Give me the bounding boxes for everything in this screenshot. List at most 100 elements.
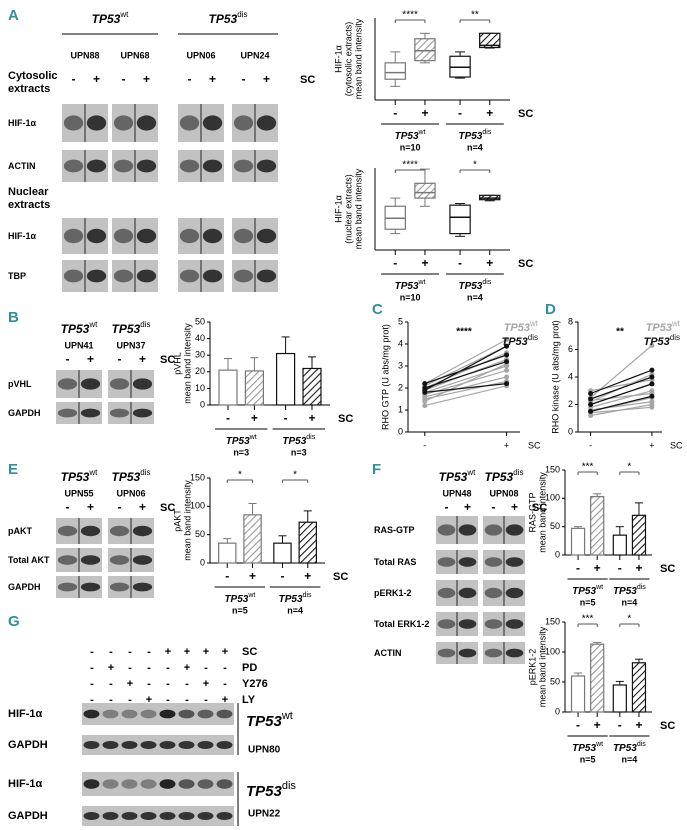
condition-sign: -: [147, 662, 151, 674]
pair-line: [590, 369, 653, 395]
gene-name: TP53: [458, 281, 482, 292]
x-tick-label: -: [458, 256, 462, 270]
blot-band: [202, 159, 223, 173]
blot-band: [233, 228, 254, 244]
blot-band: [484, 587, 503, 599]
data-point: [649, 342, 655, 348]
gene-status: wt: [595, 741, 603, 748]
gene-name: TP53: [643, 336, 669, 348]
blot-band: [102, 709, 119, 719]
genotype-label: TP53wt: [504, 319, 539, 334]
row-label: Total AKT: [8, 555, 50, 565]
lane-label: -: [118, 352, 122, 366]
pair-line: [424, 380, 507, 400]
gene-name: TP53: [282, 436, 306, 447]
treatment-label: SC: [528, 440, 541, 450]
blot-band: [197, 741, 214, 749]
blot-band: [437, 648, 456, 658]
blot-band: [121, 709, 138, 719]
x-tick-label: -: [225, 569, 229, 583]
blot-band: [121, 741, 138, 749]
blot-band: [140, 812, 157, 820]
y-axis-label: (cytosolic extracts): [343, 22, 353, 97]
blot-band: [216, 741, 233, 749]
blot-band: [179, 269, 200, 283]
panel-letter: B: [8, 309, 19, 326]
y-tick-label: 100: [545, 493, 560, 503]
sample-label: UPN41: [64, 340, 93, 350]
condition-sign: -: [166, 694, 170, 706]
gene-status: wt: [466, 468, 476, 477]
x-tick-label: -: [576, 718, 580, 732]
treatment-label: SC: [518, 108, 533, 120]
blot-band: [132, 555, 153, 565]
lane-label: +: [263, 72, 270, 86]
y-tick-label: 2: [568, 399, 573, 409]
blot-band: [102, 812, 119, 820]
blot-band: [216, 812, 233, 820]
blot-band: [140, 741, 157, 749]
condition-label: LY: [242, 694, 256, 706]
box: [449, 204, 471, 235]
group-n: n=3: [233, 447, 249, 457]
lane-label: +: [139, 352, 146, 366]
gene-status: wt: [595, 584, 603, 591]
x-tick-label: -: [393, 106, 397, 120]
condition-sign: +: [184, 646, 190, 658]
box: [414, 38, 436, 62]
gene-name: TP53: [226, 436, 250, 447]
genotype-label: TP53wt: [395, 279, 426, 292]
data-point: [649, 404, 655, 410]
gene-name: TP53: [485, 470, 514, 484]
condition-sign: +: [222, 694, 228, 706]
bar: [570, 527, 586, 556]
lane-label: +: [87, 500, 94, 514]
lane-label: +: [464, 500, 471, 514]
y-tick-label: 100: [545, 646, 560, 656]
data-point: [504, 359, 510, 365]
data-point: [422, 398, 428, 404]
blot-strip: [82, 806, 234, 826]
pair-line: [590, 390, 653, 408]
pair-line: [424, 383, 507, 393]
gene-name: TP53: [395, 131, 419, 142]
gene-name: TP53: [501, 336, 527, 348]
treatment-label: SC: [660, 720, 675, 732]
blot-band: [505, 619, 524, 629]
lane-label: +: [143, 72, 150, 86]
blot-band: [86, 269, 107, 283]
condition-sign: -: [109, 694, 113, 706]
y-tick-label: 1: [398, 404, 403, 414]
pair-line: [424, 361, 507, 389]
gene-name: TP53: [572, 743, 596, 754]
sample-label: UPN08: [489, 488, 518, 498]
y-tick-label: 0: [555, 549, 560, 559]
group-n: n=4: [287, 605, 303, 615]
bar: [276, 352, 296, 406]
x-tick-label: -: [458, 106, 462, 120]
y-tick-label: 50: [550, 676, 560, 686]
gene-status: dis: [637, 741, 646, 748]
gene-status: dis: [237, 10, 247, 19]
group-n: n=4: [621, 597, 637, 607]
data-point: [504, 367, 510, 373]
blot-band: [57, 378, 78, 390]
blot-band: [83, 741, 100, 749]
condition-sign: +: [222, 646, 228, 658]
row-label: Nuclear extracts: [8, 186, 51, 211]
condition-sign: +: [146, 694, 152, 706]
bar: [590, 496, 605, 556]
blot-band: [63, 115, 84, 131]
x-tick-label: +: [635, 561, 642, 575]
genotype-label: TP53dis: [458, 129, 491, 142]
gene-status: wt: [119, 10, 129, 19]
sample-label: UPN88: [70, 50, 99, 60]
genotype-label: TP53dis: [613, 584, 646, 597]
data-point: [504, 374, 510, 380]
row-label: GAPDH: [8, 739, 48, 751]
significance-label: ****: [402, 160, 418, 171]
blot-band: [63, 159, 84, 173]
genotype-label: TP53dis: [246, 780, 296, 800]
data-point: [588, 391, 594, 396]
panel-letter: E: [8, 461, 18, 478]
